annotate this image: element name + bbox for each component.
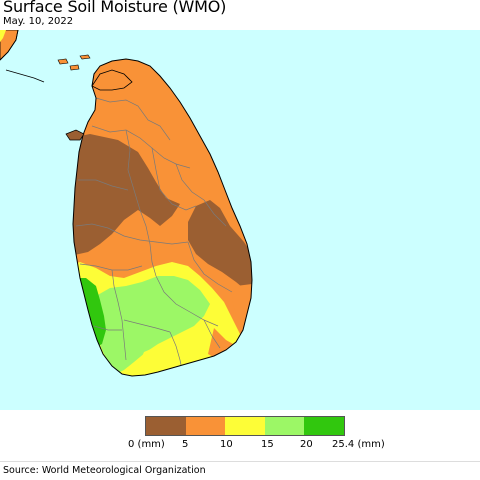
source-credit: Source: World Meteorological Organizatio… xyxy=(3,465,206,476)
legend-label-0: 0 (mm) xyxy=(128,439,165,450)
moisture-field xyxy=(73,59,252,376)
district-boundaries xyxy=(75,97,233,371)
mannar-island xyxy=(65,129,85,141)
footer-divider xyxy=(0,461,480,462)
india-coast-line xyxy=(0,30,45,83)
india-coast-yellow xyxy=(0,30,6,42)
legend-label-4: 20 xyxy=(300,439,313,450)
legend-label-2: 10 xyxy=(220,439,233,450)
legend-labels: 0 (mm) 5 10 15 20 25.4 (mm) xyxy=(0,439,480,453)
jaffna-peninsula xyxy=(91,69,133,91)
coastline xyxy=(72,58,253,377)
legend-color-bar xyxy=(145,416,345,436)
legend-swatch-0 xyxy=(146,417,186,435)
legend-label-3: 15 xyxy=(261,439,274,450)
map-area[interactable] xyxy=(0,30,480,410)
legend-label-5: 25.4 (mm) xyxy=(332,439,385,450)
map-title: Surface Soil Moisture (WMO) xyxy=(3,0,227,16)
legend-swatch-3 xyxy=(264,417,305,435)
sri-lanka-map xyxy=(0,30,253,377)
legend-label-1: 5 xyxy=(182,439,189,450)
map-date: May. 10, 2022 xyxy=(3,16,74,27)
legend-swatch-4 xyxy=(304,417,344,435)
legend-swatch-2 xyxy=(225,417,265,435)
legend-swatch-1 xyxy=(185,417,226,435)
north-islets xyxy=(57,54,91,71)
